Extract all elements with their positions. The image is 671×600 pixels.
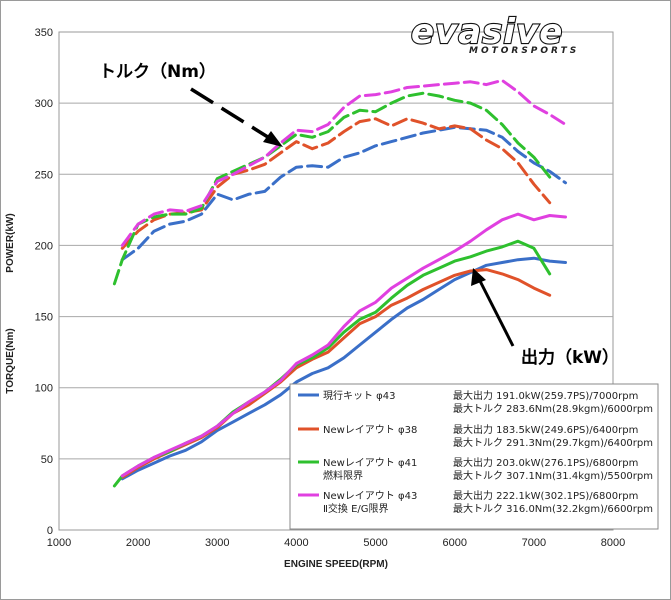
x-tick-label: 4000 [284,537,308,549]
x-tick-label: 8000 [601,537,625,549]
power-annotation: 出力（kW） [521,347,619,368]
legend-max-torque: 最大トルク 283.6Nm(28.9kgm)/6000rpm [453,402,653,415]
tick-labels: 0 50 100 150 200 250 300 350 1000 2000 3000 4000 500… [35,27,626,549]
y-axis-title-left: TORQUE(Nm) [5,328,16,393]
plot-area [58,31,614,531]
logo-text: evasive [411,12,563,52]
series-1-torque-line [120,125,567,262]
legend-label: Newレイアウト φ41 [323,457,417,469]
x-tick-label: 7000 [522,537,546,549]
series-lines [112,78,567,488]
x-tick-label: 6000 [442,537,466,549]
y-axis-title-right: POWER(kW) [5,213,16,272]
torque-annotation: トルク（Nm） [99,61,216,82]
logo-subtext: MOTORSPORTS [469,46,579,56]
x-tick-label: 1000 [47,537,71,549]
y-tick-label: 50 [41,454,53,466]
legend-max-torque: 最大トルク 316.0Nm(32.2kgm)/6600rpm [453,502,653,515]
series-4-torque-line [120,78,567,247]
y-tick-label: 250 [35,169,53,181]
y-tick-label: 200 [35,240,53,252]
y-tick-label: 350 [35,27,53,39]
x-tick-label: 3000 [205,537,229,549]
y-tick-label: 300 [35,98,53,110]
y-tick-label: 100 [35,383,53,395]
legend-label: 現行キット φ43 [323,389,396,402]
legend-max-torque: 最大トルク 291.3Nm(29.7kgm)/6400rpm [453,436,653,449]
legend-max-power: 最大出力 191.0kW(259.7PS)/7000rpm [453,389,638,402]
legend-label: Newレイアウト φ43 [323,490,417,502]
torque-arrow [190,87,283,147]
evasive-logo: evasive MOTORSPORTS [410,11,579,56]
x-tick-label: 2000 [126,537,150,549]
legend-label-sub: Ⅱ交換 E/G限界 [323,502,389,515]
power-arrow [471,268,515,347]
series-3-torque-line [112,91,552,286]
legend-label-sub: 燃料限界 [323,469,363,482]
legend-max-power: 最大出力 183.5kW(249.6PS)/6400rpm [453,423,638,436]
legend-max-power: 最大出力 222.1kW(302.1PS)/6800rpm [453,489,638,502]
y-tick-label: 150 [35,312,53,324]
legend-max-power: 最大出力 203.0kW(276.1PS)/6800rpm [453,456,638,469]
series-1-power-line [120,256,567,481]
x-axis-title: ENGINE SPEED(RPM) [284,559,388,570]
x-tick-label: 5000 [363,537,387,549]
legend-label: Newレイアウト φ38 [323,424,417,436]
legend-max-torque: 最大トルク 307.1Nm(31.4kgm)/5500rpm [453,469,653,482]
legend: 現行キット φ43 最大出力 191.0kW(259.7PS)/7000rpm最大… [289,383,659,530]
y-tick-label: 0 [47,525,53,537]
series-4-power-line [120,212,567,478]
